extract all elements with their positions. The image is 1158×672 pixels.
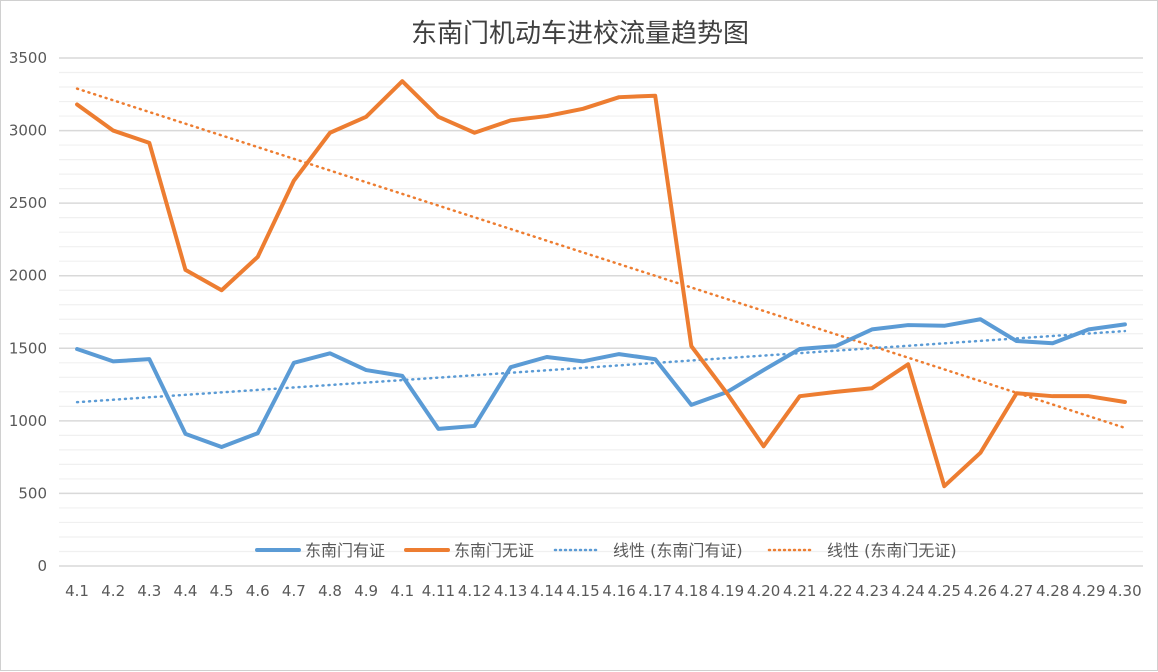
x-tick-label: 4.28 <box>1036 582 1069 600</box>
x-tick-label: 4.25 <box>928 582 961 600</box>
x-tick-label: 4.30 <box>1108 582 1141 600</box>
x-tick-label: 4.20 <box>747 582 780 600</box>
x-tick-label: 4.19 <box>711 582 744 600</box>
series-line <box>77 81 1125 486</box>
x-tick-label: 4.22 <box>819 582 852 600</box>
x-tick-label: 4.18 <box>675 582 708 600</box>
x-tick-label: 4.26 <box>964 582 997 600</box>
x-tick-label: 4.21 <box>783 582 816 600</box>
y-tick-label: 500 <box>18 484 47 502</box>
y-tick-label: 1500 <box>9 339 47 357</box>
x-tick-label: 4.6 <box>246 582 270 600</box>
y-tick-label: 0 <box>37 557 47 575</box>
y-tick-label: 3000 <box>9 122 47 140</box>
x-tick-label: 4.14 <box>530 582 563 600</box>
y-tick-label: 1000 <box>9 412 47 430</box>
x-tick-label: 4.17 <box>638 582 671 600</box>
x-tick-label: 4.5 <box>210 582 234 600</box>
x-tick-label: 4.11 <box>422 582 455 600</box>
series-line <box>77 319 1125 447</box>
legend-label: 东南门无证 <box>454 541 534 560</box>
x-tick-label: 4.1 <box>390 582 414 600</box>
y-tick-label: 2500 <box>9 194 47 212</box>
x-tick-label: 4.12 <box>458 582 491 600</box>
x-tick-label: 4.24 <box>891 582 924 600</box>
x-tick-label: 4.16 <box>602 582 635 600</box>
x-tick-label: 4.3 <box>137 582 161 600</box>
x-tick-label: 4.2 <box>101 582 125 600</box>
x-tick-label: 4.9 <box>354 582 378 600</box>
x-tick-label: 4.23 <box>855 582 888 600</box>
legend-label: 东南门有证 <box>305 541 385 560</box>
x-tick-label: 4.27 <box>1000 582 1033 600</box>
y-tick-label: 3500 <box>9 49 47 67</box>
x-tick-label: 4.13 <box>494 582 527 600</box>
x-tick-label: 4.7 <box>282 582 306 600</box>
x-tick-label: 4.8 <box>318 582 342 600</box>
x-tick-label: 4.1 <box>65 582 89 600</box>
x-tick-label: 4.29 <box>1072 582 1105 600</box>
y-tick-label: 2000 <box>9 267 47 285</box>
legend-label: 线性 (东南门无证) <box>827 541 957 560</box>
legend-label: 线性 (东南门有证) <box>613 541 743 560</box>
x-tick-label: 4.15 <box>566 582 599 600</box>
x-tick-label: 4.4 <box>174 582 198 600</box>
